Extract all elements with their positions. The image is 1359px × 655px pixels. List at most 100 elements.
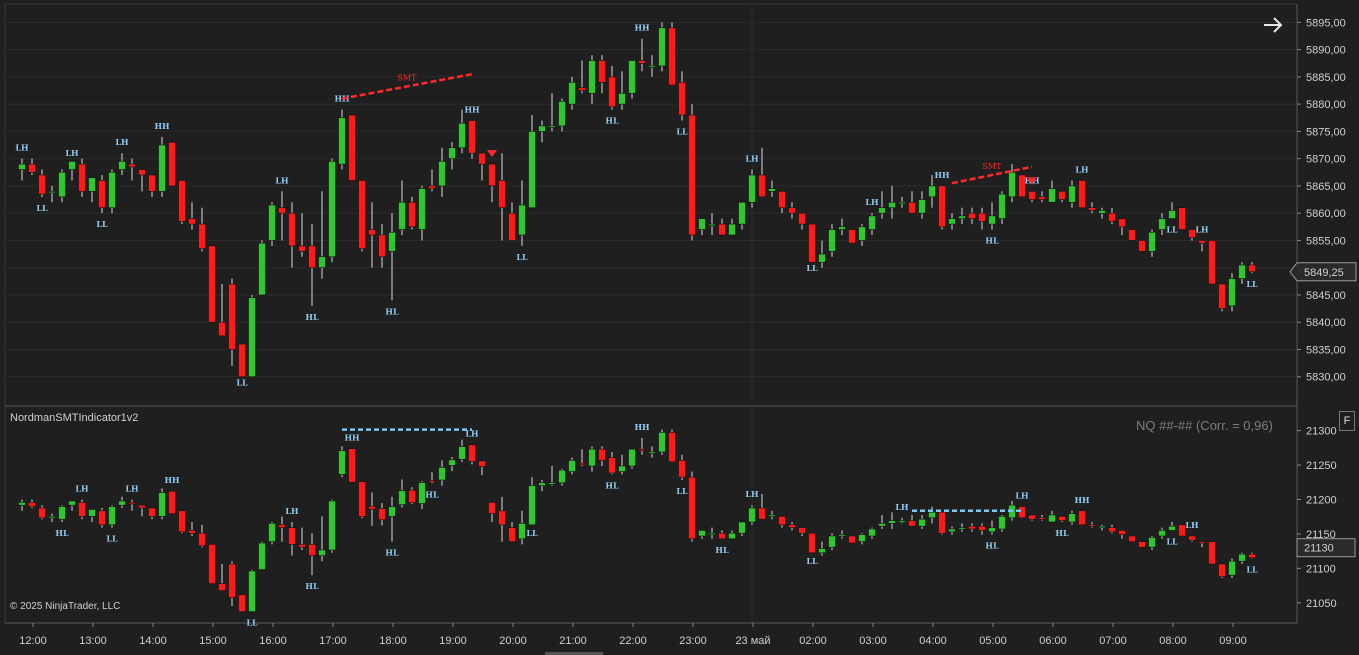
indicator-candle-body[interactable] [1088, 524, 1096, 527]
indicator-candle-body[interactable] [1148, 537, 1156, 548]
candle-body[interactable] [58, 171, 66, 198]
candle-body[interactable] [198, 223, 206, 249]
candle-body[interactable] [958, 215, 966, 219]
candle-body[interactable] [1048, 188, 1056, 203]
indicator-candle-body[interactable] [848, 535, 856, 544]
candle-body[interactable] [628, 60, 636, 94]
candle-body[interactable] [168, 142, 176, 187]
indicator-candle-body[interactable] [1118, 530, 1126, 535]
candle-body[interactable] [1188, 229, 1196, 239]
indicator-candle-body[interactable] [158, 492, 166, 517]
candle-body[interactable] [148, 174, 156, 192]
candle-body[interactable] [1138, 240, 1146, 252]
indicator-candle-body[interactable] [48, 516, 56, 519]
indicator-candle-body[interactable] [628, 448, 636, 467]
indicator-candle-body[interactable] [948, 528, 956, 533]
indicator-candle-body[interactable] [748, 507, 756, 523]
indicator-candle-body[interactable] [1128, 535, 1136, 542]
candle-body[interactable] [838, 226, 846, 230]
indicator-candle-body[interactable] [178, 510, 186, 533]
indicator-candle-body[interactable] [818, 548, 826, 554]
indicator-candle-body[interactable] [1168, 525, 1176, 531]
indicator-candle-body[interactable] [1068, 513, 1076, 523]
indicator-candle-body[interactable] [38, 507, 46, 519]
indicator-candle-body[interactable] [838, 534, 846, 537]
candle-body[interactable] [418, 188, 426, 230]
candle-body[interactable] [318, 256, 326, 268]
indicator-candle-body[interactable] [148, 507, 156, 517]
indicator-candle-body[interactable] [1038, 517, 1046, 520]
indicator-candle-body[interactable] [1018, 506, 1026, 519]
candle-body[interactable] [1108, 212, 1116, 222]
candle-body[interactable] [88, 177, 96, 192]
indicator-candle-body[interactable] [1198, 541, 1206, 544]
candle-body[interactable] [178, 180, 186, 222]
indicator-candle-body[interactable] [928, 511, 936, 519]
candle-body[interactable] [368, 229, 376, 236]
candle-body[interactable] [558, 101, 566, 127]
candle-body[interactable] [18, 163, 26, 170]
indicator-candle-body[interactable] [918, 518, 926, 527]
candle-body[interactable] [858, 226, 866, 241]
candle-body[interactable] [1248, 264, 1256, 273]
indicator-candle-body[interactable] [828, 535, 836, 548]
candle-body[interactable] [1028, 191, 1036, 200]
indicator-candle-body[interactable] [358, 481, 366, 517]
candle-body[interactable] [538, 125, 546, 132]
candle-body[interactable] [118, 161, 126, 170]
indicator-candle-body[interactable] [258, 542, 266, 570]
candle-body[interactable] [968, 212, 976, 219]
candle-body[interactable] [1178, 207, 1186, 230]
indicator-candle-body[interactable] [1208, 541, 1216, 565]
indicator-candle-body[interactable] [768, 514, 776, 517]
candle-body[interactable] [668, 27, 676, 86]
indicator-candle-body[interactable] [648, 451, 656, 454]
indicator-candle-body[interactable] [518, 523, 526, 540]
indicator-candle-body[interactable] [778, 516, 786, 526]
indicator-candle-body[interactable] [508, 527, 516, 542]
candle-body[interactable] [688, 114, 696, 236]
candle-body[interactable] [248, 297, 256, 378]
candle-body[interactable] [938, 185, 946, 228]
candle-body[interactable] [78, 163, 86, 192]
indicator-candle-body[interactable] [688, 476, 696, 540]
candle-body[interactable] [408, 201, 416, 228]
candle-body[interactable] [698, 218, 706, 230]
candle-body[interactable] [298, 245, 306, 252]
indicator-candle-body[interactable] [788, 524, 796, 528]
candle-body[interactable] [728, 223, 736, 236]
candle-body[interactable] [268, 204, 276, 241]
indicator-candle-body[interactable] [958, 527, 966, 530]
indicator-candle-body[interactable] [738, 521, 746, 534]
candle-body[interactable] [278, 207, 286, 214]
indicator-candle-body[interactable] [538, 482, 546, 486]
candle-body[interactable] [108, 171, 116, 209]
candle-body[interactable] [38, 174, 46, 195]
indicator-candle-body[interactable] [428, 480, 436, 483]
indicator-candle-body[interactable] [1078, 510, 1086, 526]
indicator-candle-body[interactable] [68, 500, 76, 506]
indicator-candle-body[interactable] [218, 583, 226, 591]
candle-body[interactable] [458, 122, 466, 149]
candle-body[interactable] [138, 169, 146, 176]
indicator-candle-body[interactable] [1218, 563, 1226, 577]
indicator-candle-body[interactable] [98, 510, 106, 526]
indicator-candle-body[interactable] [1188, 535, 1196, 541]
indicator-candle-body[interactable] [498, 510, 506, 526]
upper-price-panel[interactable]: LHLLLHLLLHHHLLLHHLHHHLHHLLHLHHLLLHLLLHHH… [5, 21, 1297, 387]
indicator-candle-body[interactable] [758, 507, 766, 520]
candle-body[interactable] [1058, 191, 1066, 200]
candle-body[interactable] [548, 125, 556, 128]
candle-body[interactable] [328, 161, 336, 258]
candle-body[interactable] [648, 65, 656, 68]
indicator-candle-body[interactable] [438, 467, 446, 481]
indicator-candle-body[interactable] [28, 502, 36, 507]
candle-body[interactable] [1068, 185, 1076, 203]
indicator-candle-body[interactable] [908, 520, 916, 527]
indicator-candle-body[interactable] [1228, 560, 1236, 576]
indicator-candle-body[interactable] [1248, 553, 1256, 559]
candle-body[interactable] [208, 245, 216, 323]
indicator-candle-body[interactable] [228, 563, 236, 598]
indicator-candle-body[interactable] [1058, 516, 1066, 521]
indicator-candle-body[interactable] [1178, 524, 1186, 537]
